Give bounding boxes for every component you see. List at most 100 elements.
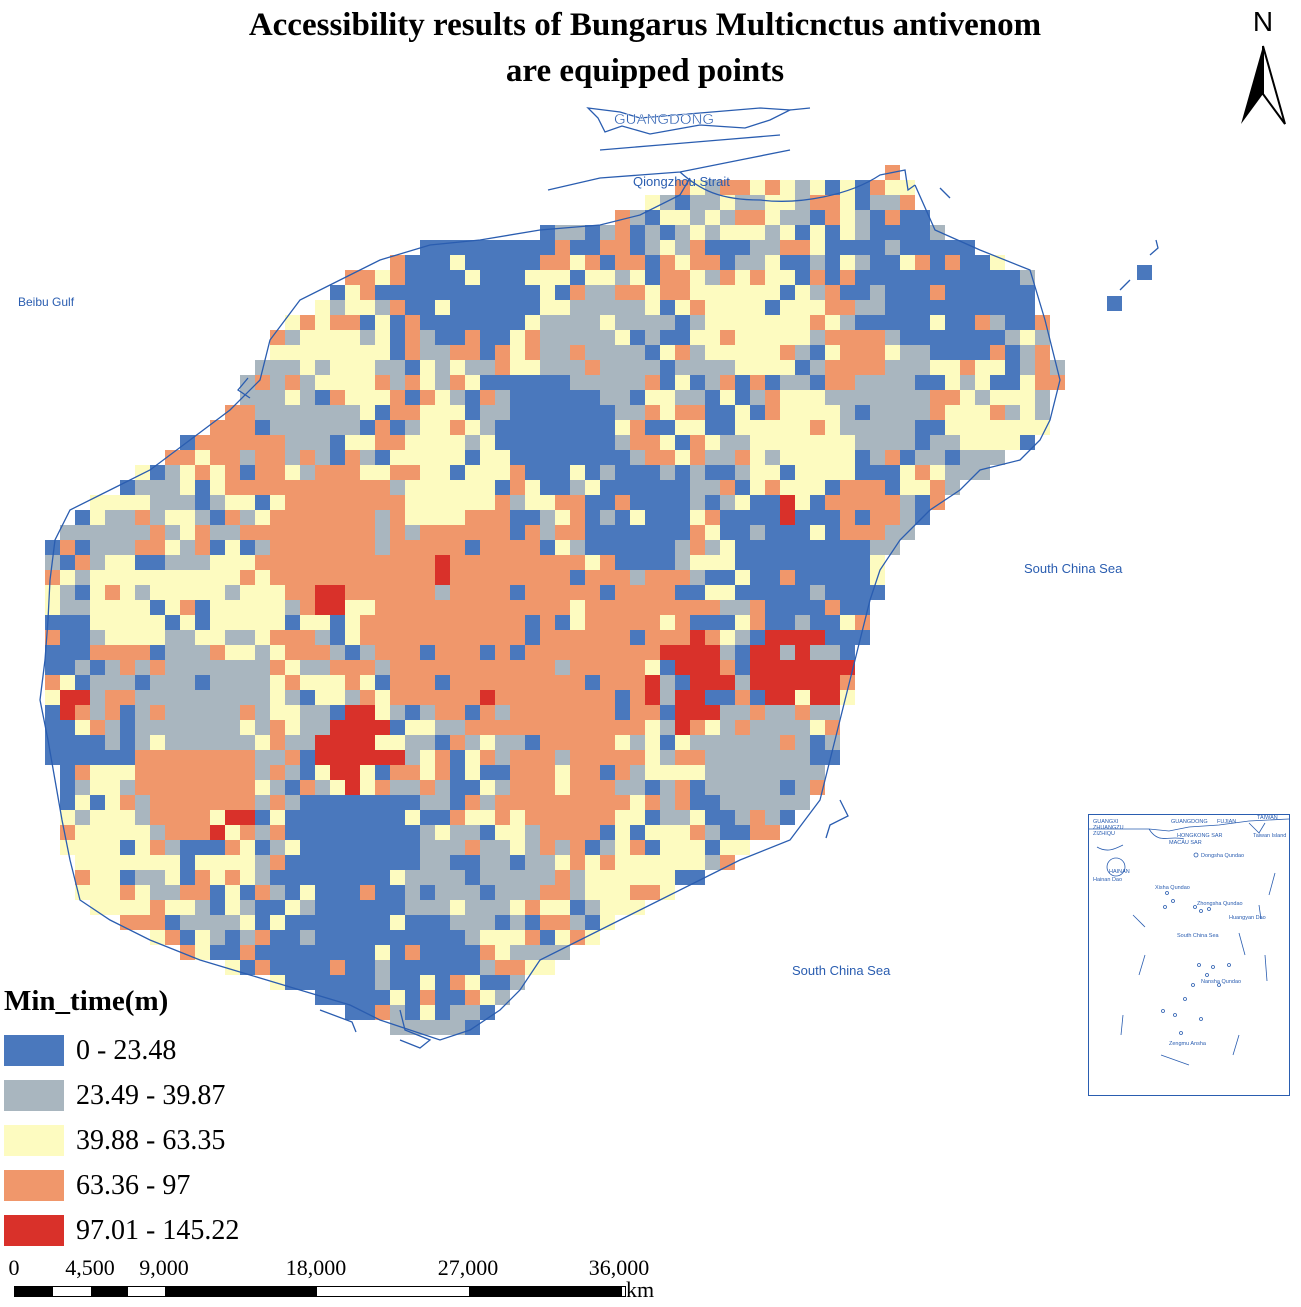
raster-cell xyxy=(60,630,75,645)
raster-cell xyxy=(465,795,480,810)
raster-cell xyxy=(765,450,780,465)
raster-cell xyxy=(240,825,255,840)
raster-cell xyxy=(45,705,60,720)
raster-cell xyxy=(285,390,300,405)
raster-cell xyxy=(465,300,480,315)
raster-cell xyxy=(570,300,585,315)
raster-cell xyxy=(765,180,780,195)
raster-cell xyxy=(600,405,615,420)
raster-cell xyxy=(135,855,150,870)
raster-cell xyxy=(780,525,795,540)
raster-cell xyxy=(195,495,210,510)
raster-cell xyxy=(375,330,390,345)
raster-cell xyxy=(795,315,810,330)
raster-cell xyxy=(345,570,360,585)
raster-cell xyxy=(555,855,570,870)
raster-cell xyxy=(405,540,420,555)
raster-cell xyxy=(435,255,450,270)
raster-cell xyxy=(360,885,375,900)
raster-cell xyxy=(180,825,195,840)
raster-cell xyxy=(645,675,660,690)
raster-cell xyxy=(975,375,990,390)
raster-cell xyxy=(435,525,450,540)
legend: Min_time(m) 0 - 23.48 23.49 - 39.87 39.8… xyxy=(4,985,239,1253)
raster-cell xyxy=(675,480,690,495)
raster-cell xyxy=(195,450,210,465)
raster-cell xyxy=(135,480,150,495)
raster-cell xyxy=(720,285,735,300)
raster-cell xyxy=(420,555,435,570)
beibu-gulf-label: Beibu Gulf xyxy=(18,295,75,309)
raster-cell xyxy=(420,855,435,870)
raster-cell xyxy=(525,375,540,390)
raster-cell xyxy=(435,435,450,450)
raster-cell xyxy=(810,765,825,780)
raster-cell xyxy=(285,645,300,660)
raster-cell xyxy=(420,750,435,765)
raster-cell xyxy=(435,1020,450,1035)
raster-cell xyxy=(810,405,825,420)
raster-cell xyxy=(420,285,435,300)
legend-item: 39.88 - 63.35 xyxy=(4,1118,239,1163)
raster-cell xyxy=(555,255,570,270)
raster-cell xyxy=(450,495,465,510)
raster-cell xyxy=(630,390,645,405)
raster-cell xyxy=(660,210,675,225)
raster-cell xyxy=(570,240,585,255)
scale-segment xyxy=(53,1287,91,1296)
raster-cell xyxy=(930,300,945,315)
raster-cell xyxy=(810,645,825,660)
raster-cell xyxy=(105,795,120,810)
raster-cell xyxy=(870,270,885,285)
raster-cell xyxy=(750,795,765,810)
raster-cell xyxy=(780,585,795,600)
raster-cell xyxy=(450,390,465,405)
raster-cell xyxy=(375,270,390,285)
raster-cell xyxy=(795,540,810,555)
raster-cell xyxy=(330,600,345,615)
raster-cell xyxy=(285,450,300,465)
raster-cell xyxy=(915,345,930,360)
raster-cell xyxy=(345,705,360,720)
raster-cell xyxy=(600,255,615,270)
raster-cell xyxy=(420,1005,435,1020)
raster-cell xyxy=(345,390,360,405)
raster-cell xyxy=(630,525,645,540)
raster-cell xyxy=(930,270,945,285)
raster-cell xyxy=(420,1020,435,1035)
raster-cell xyxy=(540,600,555,615)
raster-cell xyxy=(840,195,855,210)
raster-cell xyxy=(600,780,615,795)
raster-cell xyxy=(405,810,420,825)
raster-cell xyxy=(840,510,855,525)
raster-cell xyxy=(495,630,510,645)
raster-cell xyxy=(315,795,330,810)
raster-cell xyxy=(975,405,990,420)
raster-cell xyxy=(435,840,450,855)
raster-cell xyxy=(615,315,630,330)
raster-cell xyxy=(1020,345,1035,360)
raster-cell xyxy=(285,315,300,330)
raster-cell xyxy=(375,615,390,630)
raster-cell xyxy=(330,900,345,915)
raster-cell xyxy=(675,255,690,270)
raster-cell xyxy=(660,315,675,330)
raster-cell xyxy=(855,360,870,375)
raster-cell xyxy=(465,405,480,420)
raster-cell xyxy=(120,795,135,810)
raster-cell xyxy=(765,360,780,375)
raster-cell xyxy=(435,630,450,645)
raster-cell xyxy=(375,855,390,870)
raster-cell xyxy=(525,435,540,450)
raster-cell xyxy=(600,420,615,435)
raster-cell xyxy=(825,750,840,765)
raster-cell xyxy=(90,735,105,750)
raster-cell xyxy=(780,600,795,615)
raster-cell xyxy=(330,945,345,960)
raster-cell xyxy=(60,645,75,660)
raster-cell xyxy=(330,450,345,465)
raster-cell xyxy=(750,825,765,840)
raster-cell xyxy=(900,420,915,435)
raster-cell xyxy=(480,720,495,735)
raster-cell xyxy=(525,810,540,825)
